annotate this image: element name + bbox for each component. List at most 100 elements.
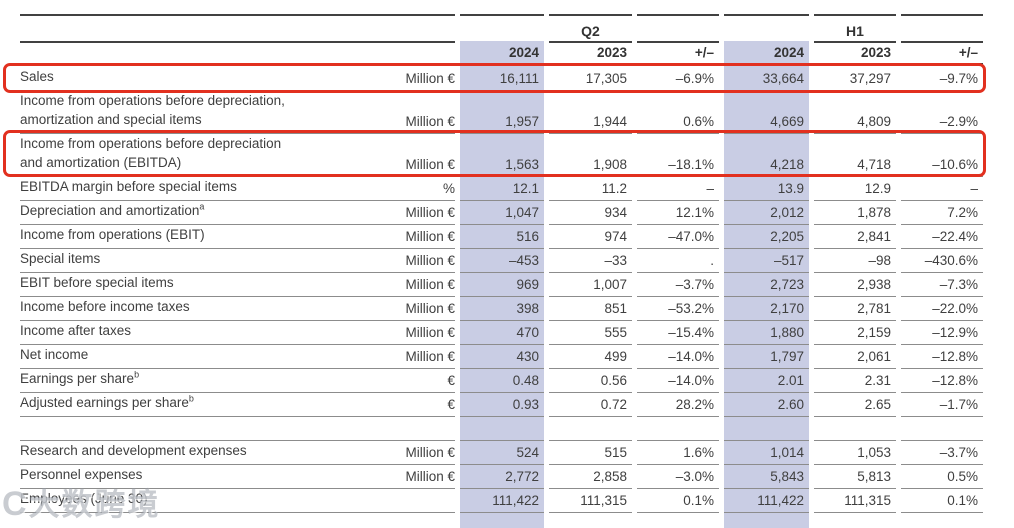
value-cell: 851 [549, 297, 632, 321]
value-cell: 2.60 [724, 393, 809, 417]
value-cell: 0.93 [460, 393, 544, 417]
value-cell: –6.9% [637, 65, 719, 91]
value-cell: 974 [549, 225, 632, 249]
value-cell: 111,422 [724, 489, 809, 513]
value-cell: 37,297 [814, 65, 896, 91]
row-label-cell: Employees (June 30) [20, 489, 455, 513]
row-unit: Million € [405, 157, 455, 172]
value-cell: 4,718 [814, 134, 896, 177]
value-cell: 1,797 [724, 345, 809, 369]
row-label: Employees (June 30) [20, 491, 148, 506]
value-cell: –430.6% [901, 249, 983, 273]
value-cell: 0.5% [901, 465, 983, 489]
value-cell: 111,315 [549, 489, 632, 513]
row-unit: Million € [405, 349, 455, 364]
value-cell: 16,111 [460, 65, 544, 91]
row-unit: % [442, 181, 455, 196]
value-cell: 1.6% [637, 441, 719, 465]
value-cell: 11.2 [549, 177, 632, 201]
value-cell: 2.65 [814, 393, 896, 417]
header-label-spacer [20, 41, 455, 65]
row-label-cell: Income before income taxes Million € [20, 297, 455, 321]
value-cell: –14.0% [637, 345, 719, 369]
value-cell: 524 [460, 441, 544, 465]
row-label-cell: Income from operations before depreciati… [20, 91, 455, 134]
value-cell: 969 [460, 273, 544, 297]
table-row: Research and development expenses Million… [0, 441, 1014, 465]
row-label-cell: Earnings per shareb € [20, 369, 455, 393]
value-cell: –47.0% [637, 225, 719, 249]
table-row: EBITDA margin before special items% 12.1 1… [0, 177, 1014, 201]
row-label-cell: EBITDA margin before special items% [20, 177, 455, 201]
value-cell: 4,809 [814, 91, 896, 134]
value-cell [724, 417, 809, 441]
row-label: EBIT before special items [20, 275, 174, 290]
value-cell: 1,880 [724, 321, 809, 345]
value-cell: 2,061 [814, 345, 896, 369]
row-label-cell [20, 417, 455, 441]
value-cell: 2,723 [724, 273, 809, 297]
value-cell: –3.7% [901, 441, 983, 465]
value-cell: 2,858 [549, 465, 632, 489]
value-cell: 1,047 [460, 201, 544, 225]
row-label-cell: Depreciation and amortizationa Million € [20, 201, 455, 225]
row-label: Earnings per shareb [20, 369, 140, 386]
value-cell: 499 [549, 345, 632, 369]
value-cell: –15.4% [637, 321, 719, 345]
value-cell: 555 [549, 321, 632, 345]
column-header-q2-2024: 2024 [460, 41, 544, 65]
row-label-cell: EBIT before special items Million € [20, 273, 455, 297]
table-header-years: 2024 2023 +/– 2024 2023 +/– [0, 41, 1014, 65]
row-unit: Million € [405, 277, 455, 292]
value-cell: –3.7% [637, 273, 719, 297]
value-cell: 13.9 [724, 177, 809, 201]
row-unit: Million € [405, 469, 455, 484]
value-cell: 4,218 [724, 134, 809, 177]
row-label: Income before income taxes [20, 299, 190, 314]
value-cell: 1,878 [814, 201, 896, 225]
value-cell: 33,664 [724, 65, 809, 91]
column-header-q2-2023: 2023 [549, 41, 632, 65]
value-cell: 0.72 [549, 393, 632, 417]
row-label: Net income [20, 347, 89, 362]
column-header-h1-2024: 2024 [724, 41, 809, 65]
row-unit: € [447, 373, 455, 388]
tail-cell [549, 513, 632, 528]
value-cell: –53.2% [637, 297, 719, 321]
value-cell: 111,315 [814, 489, 896, 513]
tail-cell [814, 513, 896, 528]
column-header-h1-change: +/– [901, 41, 983, 65]
row-label: EBITDA margin before special items [20, 179, 237, 194]
table-row: Net income Million € 430 499 –14.0% 1,797 2,06… [0, 345, 1014, 369]
value-cell: –2.9% [901, 91, 983, 134]
row-unit: Million € [405, 253, 455, 268]
value-cell [460, 417, 544, 441]
value-cell: 28.2% [637, 393, 719, 417]
value-cell: 2.31 [814, 369, 896, 393]
header-group-cell [460, 14, 544, 41]
group-label-q2: Q2 [549, 14, 632, 41]
row-label: Special items [20, 251, 101, 266]
column-header-h1-2023: 2023 [814, 41, 896, 65]
value-cell: –22.4% [901, 225, 983, 249]
value-cell: 12.9 [814, 177, 896, 201]
row-label-cell: Net income Million € [20, 345, 455, 369]
value-cell: 7.2% [901, 201, 983, 225]
value-cell: 0.1% [637, 489, 719, 513]
value-cell: 0.1% [901, 489, 983, 513]
row-unit: Million € [405, 325, 455, 340]
table-row: Adjusted earnings per shareb €0.93 0.72 28.… [0, 393, 1014, 417]
value-cell: –3.0% [637, 465, 719, 489]
row-label-cell: Adjusted earnings per shareb € [20, 393, 455, 417]
value-cell: –1.7% [901, 393, 983, 417]
value-cell: 516 [460, 225, 544, 249]
tail-cell [901, 513, 983, 528]
header-label-spacer [20, 14, 455, 41]
value-cell: 12.1% [637, 201, 719, 225]
value-cell: 2,205 [724, 225, 809, 249]
value-cell: 515 [549, 441, 632, 465]
value-cell: –517 [724, 249, 809, 273]
row-label: Research and development expenses [20, 443, 247, 458]
row-unit: Million € [405, 301, 455, 316]
